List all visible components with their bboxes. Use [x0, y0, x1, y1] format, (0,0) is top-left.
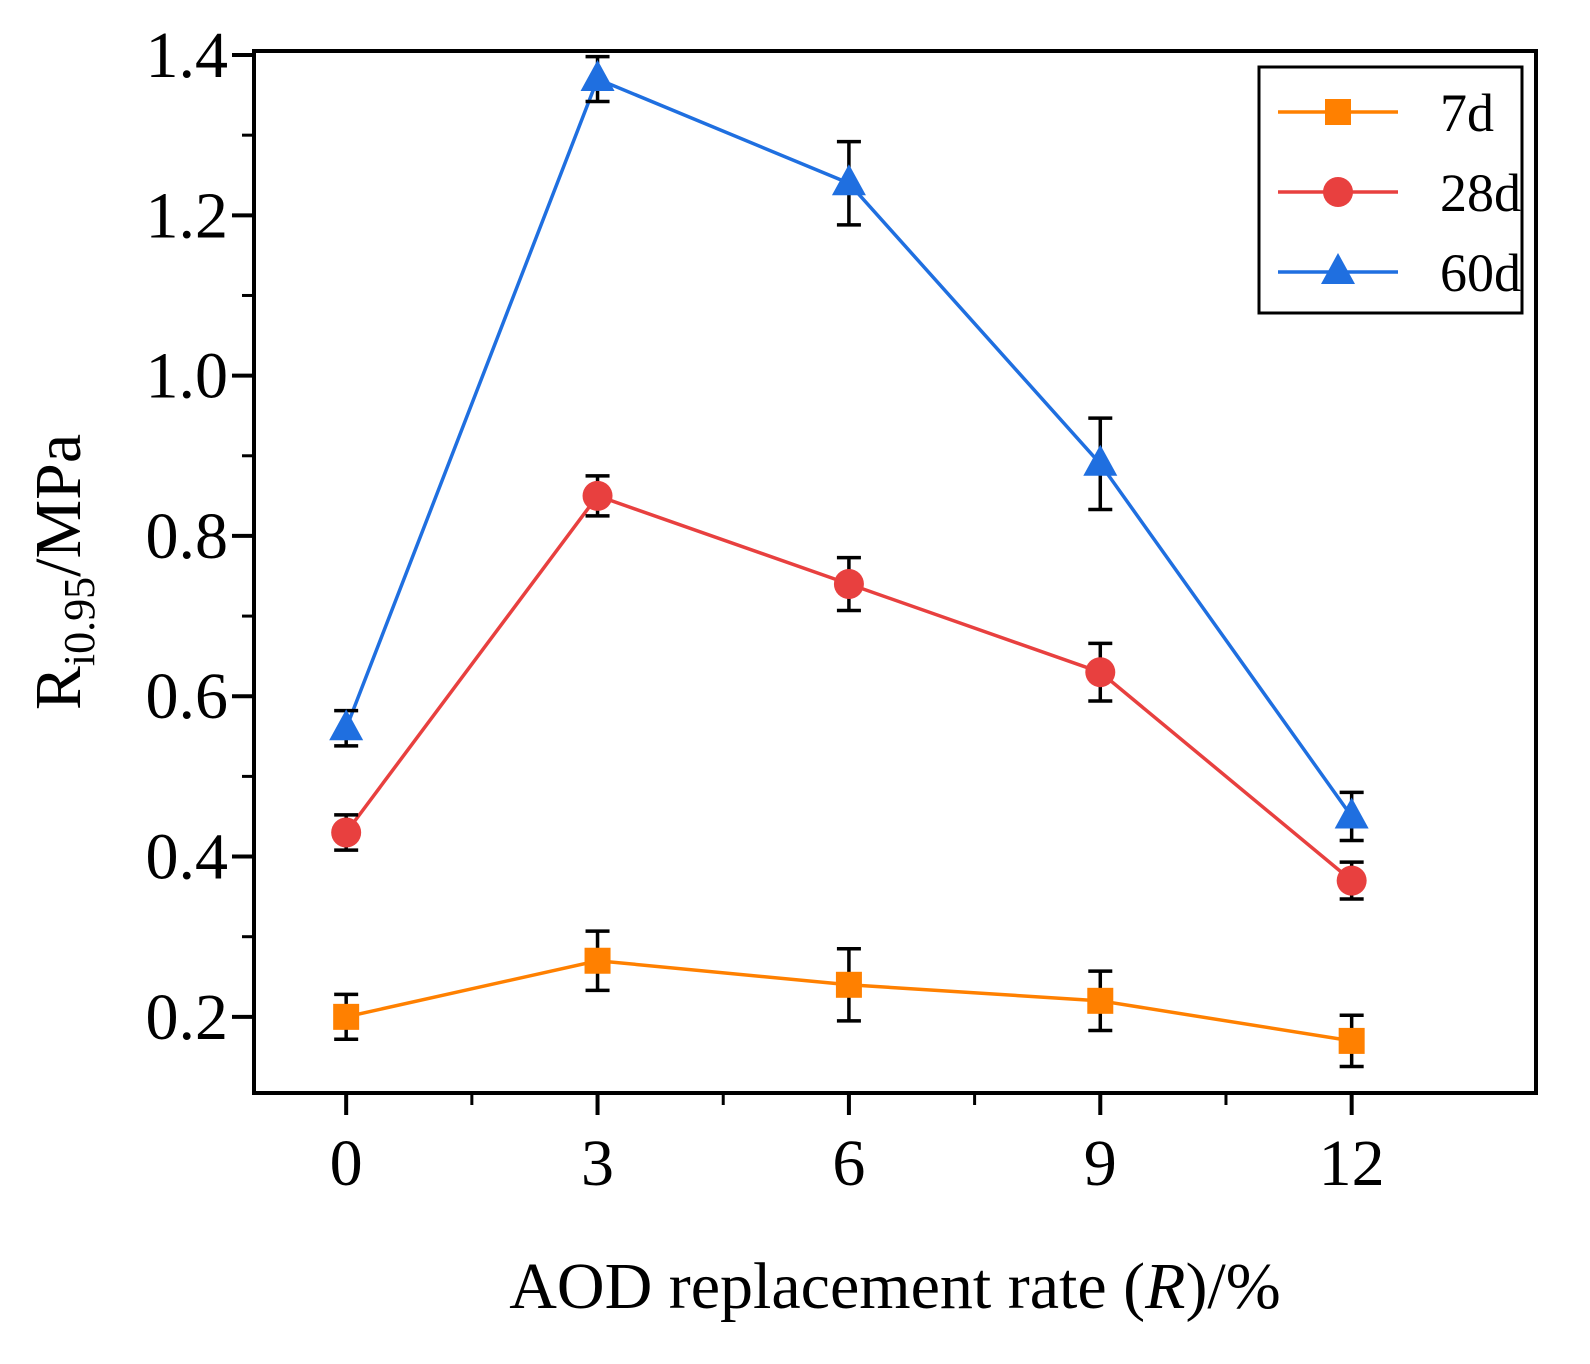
legend-marker-28d: [1323, 177, 1353, 207]
legend-marker-60d: [1321, 253, 1355, 284]
data-point-60d: [831, 164, 866, 196]
data-point-7d: [1087, 987, 1114, 1014]
legend-label-28d: 28d: [1440, 163, 1521, 223]
x-axis-label-italic: R: [1144, 1250, 1185, 1323]
x-tick-label: 6: [832, 1127, 865, 1200]
data-point-7d: [1338, 1027, 1365, 1054]
series-7d: [333, 929, 1365, 1069]
data-point-60d: [329, 709, 364, 741]
x-axis-label: AOD replacement rate (R)/%: [509, 1250, 1280, 1323]
plot-area: 0 3 6 9 12 0.2 0.4 0.6 0.8 1.0 1.2 1.4: [146, 19, 1538, 1200]
series-60d: [329, 54, 1369, 843]
x-axis-label-suffix: )/%: [1185, 1250, 1280, 1323]
y-tick-label: 1.2: [146, 179, 229, 252]
y-tick-label: 0.6: [146, 660, 229, 733]
y-tick-label: 0.2: [146, 981, 229, 1054]
y-tick-label: 0.8: [146, 500, 229, 573]
x-axis-label-prefix: AOD replacement rate (: [509, 1250, 1145, 1323]
legend-entries: 7d 28d 60d: [1278, 83, 1521, 303]
data-point-28d: [1336, 865, 1367, 896]
data-point-7d: [584, 947, 611, 974]
axis-layer: 0 3 6 9 12 0.2 0.4 0.6 0.8 1.0 1.2 1.4: [146, 19, 1385, 1200]
data-point-28d: [331, 817, 362, 848]
data-point-28d: [1085, 657, 1116, 688]
y-axis-label-suffix: /MPa: [22, 434, 95, 577]
x-tick-label: 0: [330, 1127, 363, 1200]
legend: 7d 28d 60d: [1257, 65, 1524, 315]
data-point-28d: [833, 569, 864, 600]
y-tick-label: 1.0: [146, 340, 229, 413]
data-point-28d: [582, 480, 613, 511]
x-tick-label: 9: [1084, 1127, 1117, 1200]
data-point-7d: [835, 971, 862, 998]
y-axis-label: Ri0.95/MPa: [22, 434, 104, 710]
y-tick-label: 1.4: [146, 19, 229, 92]
data-point-7d: [333, 1003, 360, 1030]
series-line-28d: [344, 493, 1353, 882]
data-point-60d: [1083, 444, 1118, 476]
legend-label-7d: 7d: [1440, 83, 1494, 143]
data-point-60d: [1334, 797, 1369, 829]
legend-marker-7d: [1325, 99, 1351, 125]
y-axis-label-subscript: i0.95: [55, 577, 104, 666]
x-tick-label: 3: [581, 1127, 614, 1200]
series-28d: [331, 474, 1367, 901]
series-layer: [329, 54, 1369, 1069]
x-tick-label: 12: [1319, 1127, 1385, 1200]
y-tick-label: 0.4: [146, 821, 229, 894]
y-axis-label-main: R: [22, 666, 95, 710]
plot-frame: [252, 49, 1538, 1095]
legend-label-60d: 60d: [1440, 243, 1521, 303]
data-point-60d: [580, 60, 615, 92]
